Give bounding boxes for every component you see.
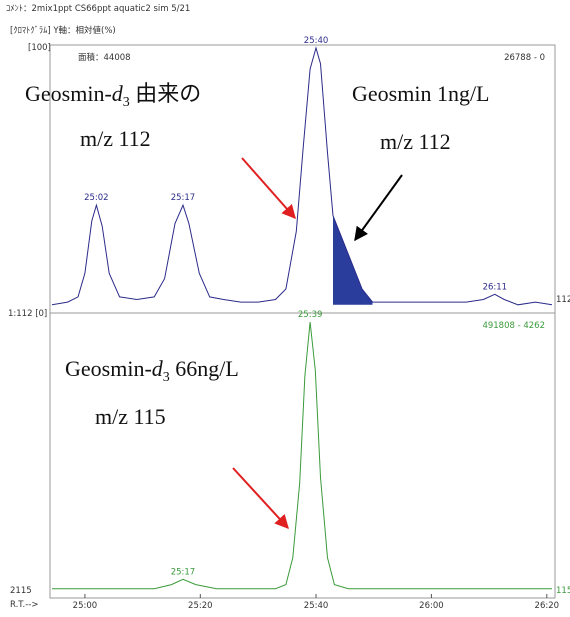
x-tick-label: 25:20	[188, 601, 213, 611]
ion-label: 112	[556, 295, 570, 305]
peak-label: 25:02	[84, 193, 109, 203]
peak-label: 25:39	[298, 310, 323, 320]
x-tick-label: 25:00	[73, 601, 98, 611]
range-label: 491808 - 4262	[482, 321, 545, 331]
peak-label: 25:17	[171, 567, 196, 577]
x-axis-label: R.T.-->	[10, 600, 38, 610]
ion-label: 115	[556, 586, 570, 596]
top-label: [100]	[28, 43, 51, 53]
annotation: Geosmin 1ng/L	[352, 81, 490, 106]
arrow	[354, 174, 403, 242]
chromatogram-header: [ｸﾛﾏﾄｸﾞﾗﾑ] Y軸：相対値(%)	[10, 25, 116, 36]
x-tick-label: 26:00	[419, 601, 444, 611]
peak-label: 25:17	[171, 193, 196, 203]
peak-label: 26:11	[483, 282, 508, 292]
shaded-area	[333, 215, 373, 305]
bottom-label: 2115	[10, 586, 32, 596]
annotation: Geosmin-d3 66ng/L	[65, 356, 239, 385]
peak-label: 25:40	[304, 36, 329, 46]
arrow	[241, 157, 296, 220]
x-tick-label: 25:40	[304, 601, 329, 611]
trace	[52, 321, 552, 590]
annotation: m/z 112	[380, 129, 451, 154]
annotation: m/z 112	[80, 126, 151, 151]
arrow	[232, 467, 289, 530]
comment: ｺﾒﾝﾄ：2mix1ppt CS66ppt aquatic2 sim 5/21	[6, 4, 190, 14]
trace	[51, 46, 553, 306]
top-label: 1:112 [0]	[8, 309, 47, 319]
range-label: 26788 - 0	[504, 53, 545, 63]
plot-frame	[49, 44, 556, 599]
x-tick-label: 26:20	[535, 601, 560, 611]
annotation: Geosmin-d3 由来の	[25, 81, 201, 110]
area-label: 面積：44008	[78, 52, 131, 63]
annotation: m/z 115	[95, 404, 166, 429]
